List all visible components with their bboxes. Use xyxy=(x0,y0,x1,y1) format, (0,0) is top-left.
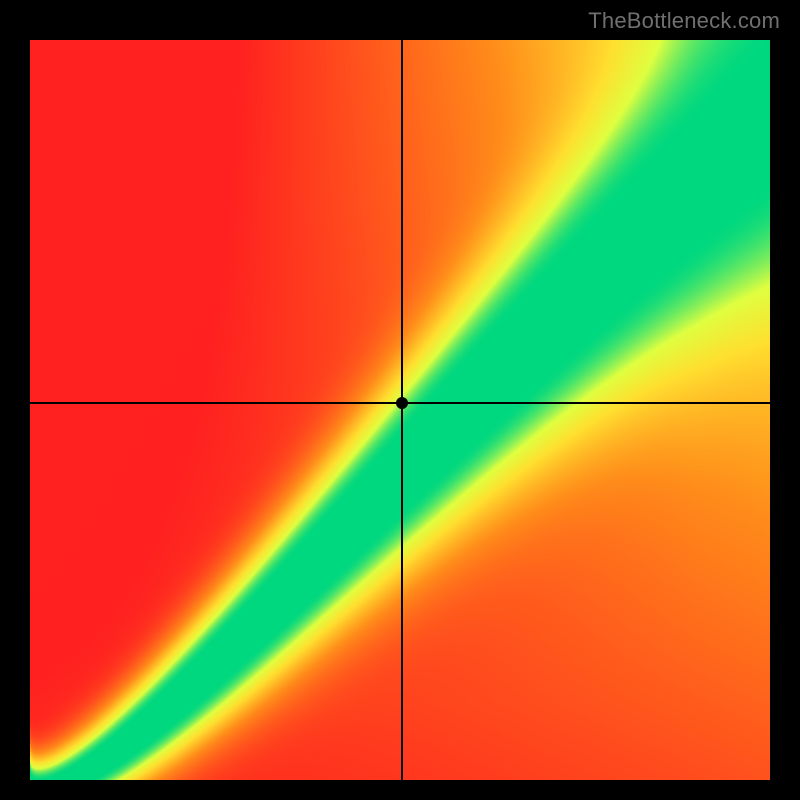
bottleneck-heatmap xyxy=(30,40,770,780)
crosshair-vertical xyxy=(401,40,403,780)
marker-point xyxy=(396,397,408,409)
attribution-text: TheBottleneck.com xyxy=(588,8,780,34)
